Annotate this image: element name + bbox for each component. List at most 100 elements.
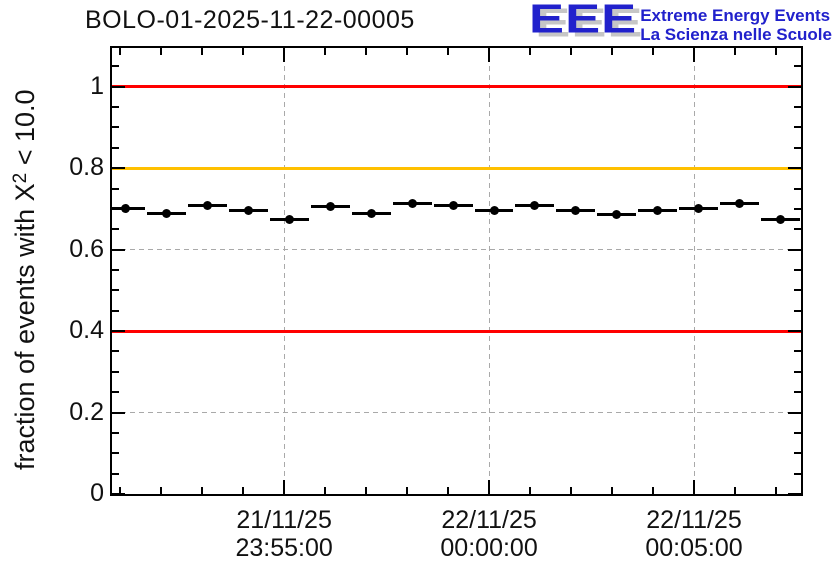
data-point (407, 199, 417, 209)
data-point (489, 205, 499, 215)
y-major-tick (112, 167, 125, 170)
y-minor-tick (794, 289, 801, 292)
y-minor-tick (794, 391, 801, 394)
x-minor-tick (406, 487, 409, 494)
data-point (448, 200, 458, 210)
y-minor-tick (112, 65, 119, 68)
y-major-tick (788, 493, 801, 494)
x-minor-tick (652, 487, 655, 494)
eee-logo-acronym: EEE (529, 0, 638, 42)
eee-logo-line2: La Scienza nelle Scuole (640, 25, 832, 44)
threshold-line-upper-limit (112, 85, 801, 89)
x-minor-tick (119, 48, 122, 55)
y-major-tick (112, 248, 125, 251)
y-tick-label: 1 (90, 71, 104, 100)
data-point (694, 203, 704, 213)
vertical-grid-line (693, 48, 695, 494)
y-minor-tick (112, 431, 119, 434)
x-tick-label: 22/11/25 00:00:00 (409, 506, 569, 562)
data-point (530, 200, 540, 210)
x-minor-tick (529, 48, 532, 55)
x-tick-date: 22/11/25 (441, 506, 537, 534)
x-major-tick (283, 480, 286, 494)
x-minor-tick (570, 487, 573, 494)
x-minor-tick (324, 48, 327, 55)
eee-logo: EEE Extreme Energy Events La Scienza nel… (529, 0, 832, 44)
x-tick-time: 00:00:00 (440, 534, 538, 562)
x-minor-tick (447, 487, 450, 494)
x-major-tick (283, 48, 286, 62)
data-point (161, 209, 171, 219)
y-tick-label: 0 (90, 479, 104, 507)
eee-logo-text: Extreme Energy Events La Scienza nelle S… (640, 3, 832, 44)
x-major-tick (693, 480, 696, 494)
y-minor-tick (112, 106, 119, 109)
x-minor-tick (447, 48, 450, 55)
data-point (243, 205, 253, 215)
threshold-line-lower-limit (112, 329, 801, 333)
y-major-tick (788, 330, 801, 333)
x-major-tick (488, 480, 491, 494)
superscript-2: 2 (10, 172, 31, 184)
data-point (735, 199, 745, 209)
x-tick-label: 22/11/25 00:05:00 (614, 506, 774, 562)
y-minor-tick (794, 268, 801, 271)
y-major-tick (112, 330, 125, 333)
y-minor-tick (794, 452, 801, 455)
plot-frame (110, 46, 803, 496)
x-minor-tick (119, 487, 122, 494)
y-minor-tick (112, 126, 119, 129)
y-tick-label: 0.2 (69, 397, 104, 426)
y-minor-tick (794, 350, 801, 353)
data-point (284, 214, 294, 224)
y-major-tick (788, 167, 801, 170)
y-minor-tick (112, 289, 119, 292)
x-minor-tick (570, 48, 573, 55)
x-minor-tick (324, 487, 327, 494)
y-minor-tick (112, 391, 119, 394)
vertical-grid-line (283, 48, 285, 494)
x-minor-tick (529, 487, 532, 494)
x-tick-time: 00:05:00 (645, 534, 743, 562)
data-point (653, 205, 663, 215)
y-major-tick (112, 411, 125, 414)
x-minor-tick (160, 487, 163, 494)
x-minor-tick (242, 48, 245, 55)
x-minor-tick (406, 48, 409, 55)
y-minor-tick (112, 370, 119, 373)
y-minor-tick (794, 146, 801, 149)
y-tick-label: 0.4 (69, 316, 104, 345)
x-minor-tick (611, 487, 614, 494)
threshold-line-warning-level (112, 166, 801, 170)
x-minor-tick (365, 48, 368, 55)
y-major-tick (788, 248, 801, 251)
y-minor-tick (794, 126, 801, 129)
y-minor-tick (112, 268, 119, 271)
y-minor-tick (112, 472, 119, 475)
y-minor-tick (112, 146, 119, 149)
y-minor-tick (112, 187, 119, 190)
y-tick-label: 0.6 (69, 234, 104, 263)
x-minor-tick (201, 48, 204, 55)
y-minor-tick (112, 309, 119, 312)
x-minor-tick (160, 48, 163, 55)
x-major-tick (488, 48, 491, 62)
data-point (612, 209, 622, 219)
y-major-tick (788, 85, 801, 88)
x-minor-tick (242, 487, 245, 494)
x-minor-tick (611, 48, 614, 55)
y-minor-tick (794, 187, 801, 190)
y-tick-label: 0.8 (69, 153, 104, 182)
chart-title: BOLO-01-2025-11-22-00005 (85, 6, 415, 34)
vertical-grid-line (488, 48, 490, 494)
y-major-tick (788, 411, 801, 414)
x-tick-label: 21/11/25 23:55:00 (204, 506, 364, 562)
eee-logo-line1: Extreme Energy Events (640, 6, 831, 25)
x-minor-tick (774, 487, 777, 494)
data-point (325, 201, 335, 211)
x-tick-date: 21/11/25 (236, 506, 332, 534)
y-minor-tick (794, 65, 801, 68)
data-point (120, 203, 130, 213)
data-point (366, 209, 376, 219)
